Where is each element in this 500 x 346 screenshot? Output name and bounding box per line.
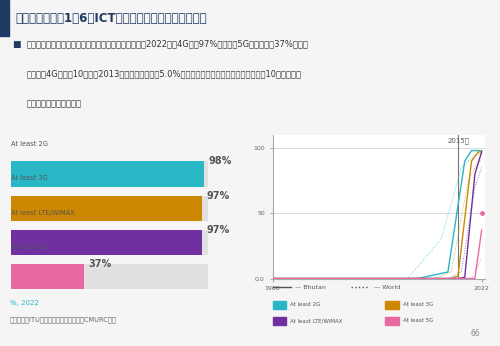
Text: — World: — World xyxy=(374,284,400,290)
Text: 97%: 97% xyxy=(206,225,230,235)
Bar xyxy=(12,230,202,255)
Text: At least 3G: At least 3G xyxy=(403,302,434,308)
Bar xyxy=(12,264,85,289)
Bar xyxy=(12,195,202,221)
Text: 普及したことが伺える。: 普及したことが伺える。 xyxy=(27,99,82,108)
Bar xyxy=(12,195,208,221)
Text: ■: ■ xyxy=(12,40,21,49)
Point xyxy=(478,210,486,216)
Text: At least LTE/WiMAX: At least LTE/WiMAX xyxy=(12,210,75,216)
Bar xyxy=(12,161,204,187)
Text: 37%: 37% xyxy=(88,259,112,269)
Bar xyxy=(385,301,398,309)
Text: 外部環境調査（1／6）ICT環境：モバイル回線の普及度: 外部環境調査（1／6）ICT環境：モバイル回線の普及度 xyxy=(15,12,206,25)
Text: ている。4G回線は10年前の2013年は人口カバー率5.0%という低水準であったことから、過去10年で急速に: ている。4G回線は10年前の2013年は人口カバー率5.0%という低水準であった… xyxy=(27,70,302,79)
Text: 97%: 97% xyxy=(206,191,230,201)
Bar xyxy=(0,0,9,36)
Text: 66: 66 xyxy=(470,329,480,338)
Text: — Bhutan: — Bhutan xyxy=(295,284,326,290)
Text: At least 2G: At least 2G xyxy=(290,302,321,308)
Text: At least 2G: At least 2G xyxy=(12,141,49,147)
Text: （出所）　ITUのダッシュボード資料とCMURC作成: （出所） ITUのダッシュボード資料とCMURC作成 xyxy=(10,316,117,323)
Text: ブータン王国のモバイル回線の人口カバー率は、直近2022年で4G回線97%と高く、5G回線も既に37%普及し: ブータン王国のモバイル回線の人口カバー率は、直近2022年で4G回線97%と高く… xyxy=(27,40,308,49)
Text: 2015年: 2015年 xyxy=(447,137,469,144)
Bar xyxy=(272,317,286,325)
Text: %, 2022: %, 2022 xyxy=(10,300,39,306)
Bar xyxy=(12,230,208,255)
Text: At least 3G: At least 3G xyxy=(12,175,48,181)
Text: At least 5G: At least 5G xyxy=(403,318,434,323)
Bar xyxy=(272,301,286,309)
Text: At least LTE/WiMAX: At least LTE/WiMAX xyxy=(290,318,343,323)
Bar xyxy=(385,317,398,325)
Bar xyxy=(12,161,208,187)
Bar xyxy=(12,264,208,289)
Text: 98%: 98% xyxy=(208,156,232,166)
Text: At least 5G: At least 5G xyxy=(12,244,49,250)
